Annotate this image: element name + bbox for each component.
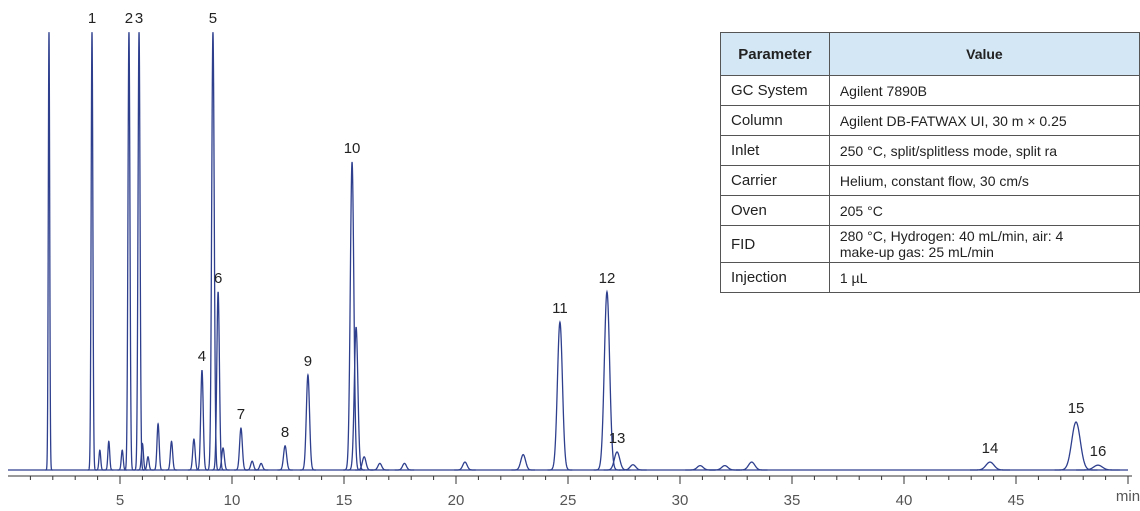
peak xyxy=(685,464,716,471)
table-row: FID 280 °C, Hydrogen: 40 mL/min, air: 4 ma… xyxy=(720,225,1140,263)
peak xyxy=(195,369,209,471)
value-cell: 250 °C, split/splitless mode, split ra xyxy=(828,135,1140,166)
peak xyxy=(299,372,316,471)
peak xyxy=(137,442,148,471)
peak xyxy=(187,438,200,471)
parameter-cell: Column xyxy=(720,105,830,136)
peak xyxy=(347,326,365,471)
value-line: Helium, constant flow, 30 cm/s xyxy=(839,172,1029,189)
value-cell: Helium, constant flow, 30 cm/s xyxy=(828,165,1140,196)
x-tick-label: 45 xyxy=(1008,492,1025,509)
peak-label: 16 xyxy=(1090,443,1107,460)
peak xyxy=(277,444,293,471)
peak xyxy=(133,32,145,471)
parameter-cell: FID xyxy=(720,225,830,263)
header-cell: Parameter xyxy=(720,32,830,76)
value-cell: 1 µL xyxy=(828,262,1140,293)
peak-label: 8 xyxy=(281,424,289,441)
peak xyxy=(124,32,134,471)
peak xyxy=(45,32,53,471)
peak-label: 12 xyxy=(599,270,616,287)
peak xyxy=(87,32,97,471)
peak xyxy=(216,447,230,471)
peak-label: 14 xyxy=(982,440,999,457)
x-tick-label: 10 xyxy=(224,492,241,509)
peak-label: 5 xyxy=(209,10,217,27)
value-cell: 280 °C, Hydrogen: 40 mL/min, air: 4 make-… xyxy=(828,225,1140,263)
table-row: Oven 205 °C xyxy=(720,195,1140,226)
peak xyxy=(343,161,361,471)
peak-label: 3 xyxy=(135,10,143,27)
peak xyxy=(709,464,741,471)
peak xyxy=(603,451,631,471)
peak xyxy=(245,460,260,471)
x-tick-label: 5 xyxy=(116,492,124,509)
value-line: 250 °C, split/splitless mode, split ra xyxy=(839,142,1058,159)
value-cell: Agilent DB-FATWAX UI, 30 m × 0.25 xyxy=(828,105,1140,136)
peak xyxy=(95,449,105,471)
value-line: make-up gas: 25 mL/min xyxy=(839,244,994,260)
peak xyxy=(206,32,220,471)
table-row: Column Agilent DB-FATWAX UI, 30 m × 0.25 xyxy=(720,105,1140,136)
value-line: 280 °C, Hydrogen: 40 mL/min, air: 4 xyxy=(839,228,1064,244)
value-line: 1 µL xyxy=(839,269,868,286)
peak xyxy=(394,462,415,471)
value-line: Agilent DB-FATWAX UI, 30 m × 0.25 xyxy=(839,112,1067,129)
peak xyxy=(511,453,536,471)
peak xyxy=(970,461,1010,471)
peak xyxy=(152,422,164,471)
peak xyxy=(547,320,573,471)
table-row: Inlet 250 °C, split/splitless mode, split… xyxy=(720,135,1140,166)
peak xyxy=(104,440,114,471)
peak-label: 11 xyxy=(552,300,568,317)
value-cell: Agilent 7890B xyxy=(828,75,1140,106)
peak xyxy=(1076,464,1120,471)
x-tick-label: 25 xyxy=(560,492,577,509)
peak xyxy=(454,461,476,471)
x-tick-label: 20 xyxy=(448,492,465,509)
x-tick-label: 35 xyxy=(784,492,801,509)
parameter-table: Parameter Value GC System Agilent 7890B Colu… xyxy=(720,32,1140,293)
peak xyxy=(370,462,390,471)
table-row: Carrier Helium, constant flow, 30 cm/s xyxy=(720,165,1140,196)
peak-label: 13 xyxy=(609,430,626,447)
parameter-cell: Inlet xyxy=(720,135,830,166)
table-header-row: Parameter Value xyxy=(720,32,1140,76)
peak-label: 9 xyxy=(304,353,312,370)
peak-label: 6 xyxy=(214,270,222,287)
x-tick-label: 40 xyxy=(896,492,913,509)
x-tick-label: 15 xyxy=(336,492,353,509)
peak xyxy=(593,289,621,471)
peak-label: 15 xyxy=(1068,400,1085,417)
peak-label: 10 xyxy=(344,140,361,157)
parameter-cell: GC System xyxy=(720,75,830,106)
peak-label: 7 xyxy=(237,406,245,423)
x-tick-label: 30 xyxy=(672,492,689,509)
header-cell: Value xyxy=(828,32,1140,76)
parameter-cell: Injection xyxy=(720,262,830,293)
table-row: GC System Agilent 7890B xyxy=(720,75,1140,106)
table-row: Injection 1 µL xyxy=(720,262,1140,293)
peak xyxy=(735,461,768,471)
peak-label: 1 xyxy=(88,10,96,27)
peak xyxy=(253,462,269,471)
x-axis-label: min xyxy=(1116,488,1140,505)
peak xyxy=(142,456,154,471)
parameter-cell: Oven xyxy=(720,195,830,226)
peak xyxy=(211,291,225,471)
peak-label: 4 xyxy=(198,348,206,365)
value-cell: 205 °C xyxy=(828,195,1140,226)
parameter-cell: Carrier xyxy=(720,165,830,196)
peak xyxy=(1054,421,1098,471)
peak-label: 2 xyxy=(125,10,133,27)
peak xyxy=(234,427,248,471)
value-line: 205 °C xyxy=(839,202,883,219)
peak xyxy=(165,440,178,471)
value-line: Agilent 7890B xyxy=(839,82,928,99)
